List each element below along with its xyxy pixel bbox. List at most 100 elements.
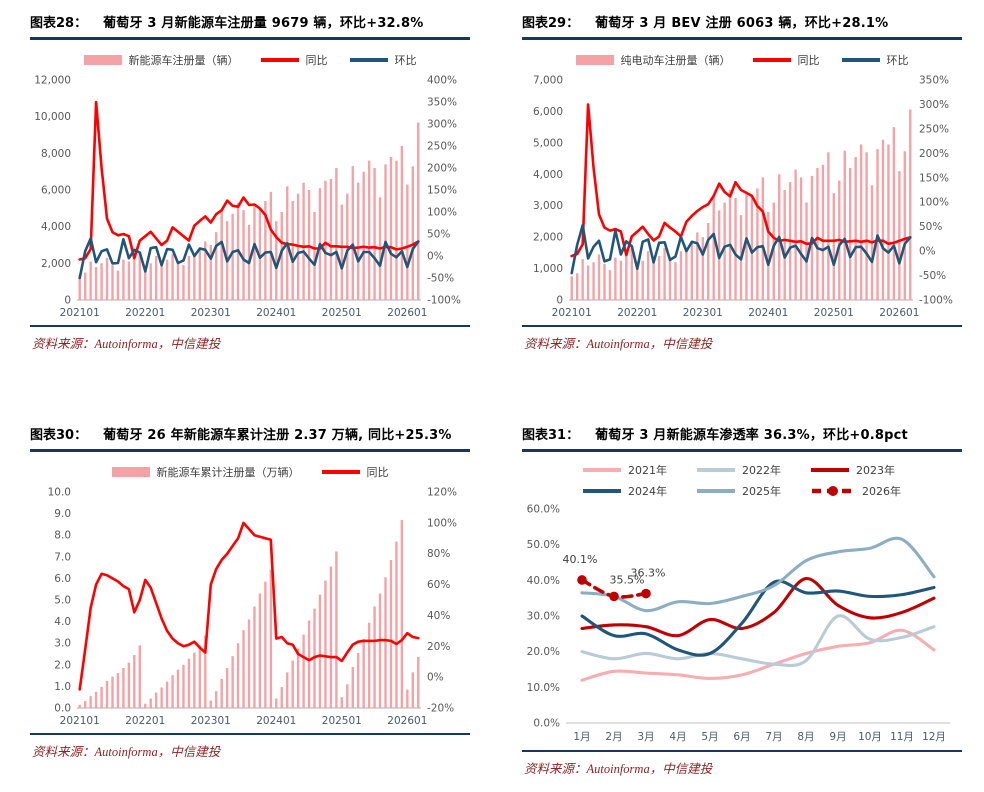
svg-text:40%: 40% <box>427 610 450 622</box>
chart29-title-text: 葡萄牙 3 月 BEV 注册 6063 辆，环比+28.1% <box>595 16 889 31</box>
svg-text:202301: 202301 <box>683 307 723 319</box>
chart28-source-rule <box>30 325 470 327</box>
nev-registrations-swatch <box>83 55 122 65</box>
svg-text:202301: 202301 <box>191 715 231 727</box>
svg-text:4,000: 4,000 <box>41 221 71 233</box>
chart31-source-rule <box>522 750 962 752</box>
yoy-swatch <box>321 470 360 474</box>
legend-label: 环比 <box>886 54 909 67</box>
svg-text:0.0%: 0.0% <box>533 718 560 730</box>
chart29-figure-label: 图表29： <box>522 16 580 31</box>
y2022-swatch <box>697 468 735 472</box>
svg-text:0%: 0% <box>427 672 444 684</box>
svg-text:202501: 202501 <box>814 307 854 319</box>
svg-text:7,000: 7,000 <box>533 75 563 87</box>
svg-text:1,000: 1,000 <box>533 263 563 275</box>
svg-text:9.0: 9.0 <box>54 508 71 520</box>
legend-label: 2025年 <box>742 485 781 498</box>
chart30-figure-label: 图表30： <box>30 428 88 443</box>
svg-text:6.0: 6.0 <box>54 573 71 585</box>
svg-text:3月: 3月 <box>637 731 654 743</box>
svg-text:8,000: 8,000 <box>41 148 71 160</box>
svg-text:3,000: 3,000 <box>533 200 563 212</box>
svg-text:6,000: 6,000 <box>41 185 71 197</box>
legend-item-mom: 环比 <box>349 52 417 68</box>
svg-text:8月: 8月 <box>797 731 814 743</box>
svg-text:8.0: 8.0 <box>54 530 71 542</box>
chart31-figure-label: 图表31： <box>522 428 580 443</box>
legend-item-nev-cumulative: 新能源车累计注册量（万辆） <box>111 464 300 480</box>
panel-chart31: 图表31： 葡萄牙 3 月新能源车渗透率 36.3%，环比+0.8pct 202… <box>492 406 984 792</box>
chart31-title-text: 葡萄牙 3 月新能源车渗透率 36.3%，环比+0.8pct <box>595 428 908 443</box>
svg-text:-50%: -50% <box>427 273 454 285</box>
svg-text:1.0: 1.0 <box>54 681 71 693</box>
chart30-legend: 新能源车累计注册量（万辆） 同比 <box>30 464 470 480</box>
bars-nev-cumulative <box>78 520 420 708</box>
svg-text:100%: 100% <box>427 517 457 529</box>
svg-text:250%: 250% <box>427 141 457 153</box>
legend-label: 同比 <box>366 466 389 479</box>
svg-text:-50%: -50% <box>919 270 946 282</box>
svg-text:12月: 12月 <box>922 731 946 743</box>
legend-item-y2022: 2022年 <box>697 462 781 478</box>
svg-text:40.0%: 40.0% <box>527 575 560 587</box>
svg-text:202601: 202601 <box>387 307 427 319</box>
chart28-title-rule <box>30 37 470 40</box>
svg-text:0.0: 0.0 <box>54 703 71 715</box>
svg-text:300%: 300% <box>427 119 457 131</box>
y2023-swatch <box>811 468 849 472</box>
svg-text:5,000: 5,000 <box>533 137 563 149</box>
legend-item-y2026: 2026年 <box>811 483 901 499</box>
legend-label: 同比 <box>305 54 328 67</box>
panel-chart28: 图表28： 葡萄牙 3 月新能源车注册量 9679 辆，环比+32.8% 新能源… <box>0 0 492 406</box>
chart28-title: 图表28： 葡萄牙 3 月新能源车注册量 9679 辆，环比+32.8% <box>30 12 470 31</box>
svg-text:11月: 11月 <box>890 731 914 743</box>
svg-text:5月: 5月 <box>701 731 718 743</box>
legend-label: 纯电动车注册量（辆） <box>620 54 731 67</box>
svg-text:0: 0 <box>64 295 71 307</box>
chart28-canvas: 0 2,000 4,000 6,000 8,000 10,000 12,000 -100% -5… <box>34 75 461 320</box>
legend-item-yoy: 同比 <box>321 464 389 480</box>
svg-text:150%: 150% <box>427 185 457 197</box>
svg-text:202101: 202101 <box>552 307 592 319</box>
line-y2022 <box>580 614 936 668</box>
mom-swatch <box>349 58 388 62</box>
line-mom <box>570 223 912 275</box>
legend-label: 2026年 <box>862 485 901 498</box>
svg-text:100%: 100% <box>427 207 457 219</box>
legend-label: 2023年 <box>856 464 895 477</box>
chart30-source-rule <box>30 733 470 735</box>
chart30-title-rule <box>30 449 470 452</box>
chart30-title: 图表30： 葡萄牙 26 年新能源车累计注册 2.37 万辆, 同比+25.3% <box>30 424 470 443</box>
svg-text:30.0%: 30.0% <box>527 611 560 623</box>
svg-text:0%: 0% <box>919 246 936 258</box>
legend-item-y2023: 2023年 <box>811 462 901 478</box>
legend-item-mom: 环比 <box>841 52 909 68</box>
svg-text:10.0: 10.0 <box>48 487 71 499</box>
svg-text:2月: 2月 <box>605 731 622 743</box>
legend-item-y2025: 2025年 <box>697 483 781 499</box>
chart31-canvas: 0.0% 10.0% 20.0% 30.0% 40.0% 50.0% 60.0% 1月 2月 3月… <box>527 504 950 743</box>
nev-cumulative-swatch <box>111 467 150 477</box>
annotation-36.3%: 36.3% <box>631 567 666 580</box>
y2021-swatch <box>583 468 621 472</box>
svg-text:200%: 200% <box>427 163 457 175</box>
line-y2024 <box>580 579 936 657</box>
chart29-source: 资料来源：Autoinforma，中信建投 <box>524 337 713 351</box>
svg-text:202601: 202601 <box>387 715 427 727</box>
svg-text:9月: 9月 <box>829 731 846 743</box>
svg-text:7月: 7月 <box>765 731 782 743</box>
chart29-title-rule <box>522 37 962 40</box>
svg-text:250%: 250% <box>919 123 949 135</box>
chart29-title: 图表29： 葡萄牙 3 月 BEV 注册 6063 辆，环比+28.1% <box>522 12 962 31</box>
svg-text:3.0: 3.0 <box>54 638 71 650</box>
svg-text:10,000: 10,000 <box>34 111 71 123</box>
chart30-source: 资料来源：Autoinforma，中信建投 <box>32 745 221 759</box>
legend-label: 同比 <box>797 54 820 67</box>
svg-text:202301: 202301 <box>191 307 231 319</box>
legend-label: 新能源车累计注册量（万辆） <box>156 466 300 479</box>
annotation-35.5%: 35.5% <box>610 573 645 586</box>
svg-text:7.0: 7.0 <box>54 551 71 563</box>
svg-text:6,000: 6,000 <box>533 106 563 118</box>
svg-text:-100%: -100% <box>919 295 953 307</box>
